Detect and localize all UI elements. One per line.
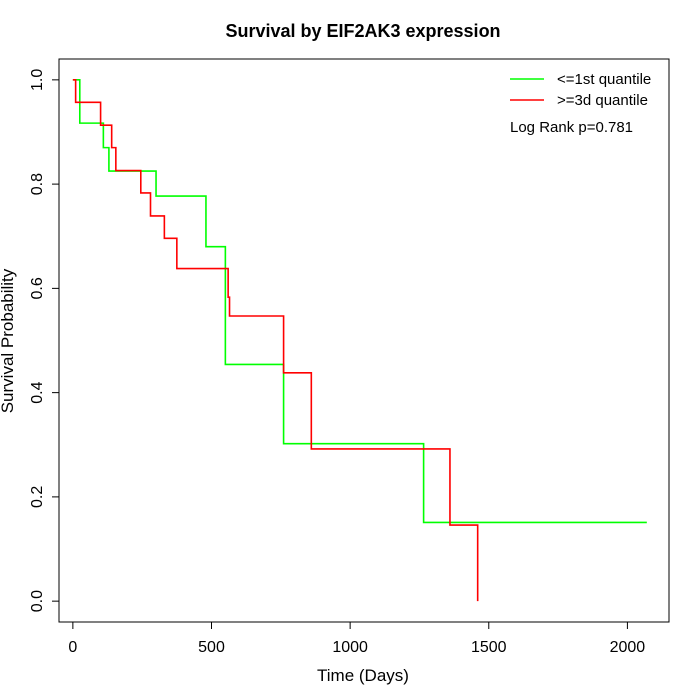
legend: <=1st quantile >=3d quantile: [510, 71, 651, 109]
series-layer: [72, 79, 647, 602]
y-tick-label: 0.2: [29, 486, 46, 508]
chart-title: Survival by EIF2AK3 expression: [225, 21, 500, 41]
y-axis: 0.0 0.2 0.4 0.6 0.8 1.0: [29, 69, 60, 612]
x-tick-label: 1000: [332, 639, 368, 656]
plot-frame: [58, 58, 670, 623]
y-tick-label: 0.6: [29, 277, 46, 299]
x-axis: 0 500 1000 1500 2000: [68, 621, 646, 656]
y-tick-label: 0.4: [29, 381, 46, 403]
series-line-0: [72, 79, 647, 524]
y-tick-label: 0.8: [29, 173, 46, 195]
series-line-1: [72, 79, 479, 602]
y-tick-label: 1.0: [29, 69, 46, 91]
x-tick-label: 0: [68, 639, 77, 656]
legend-label-1: >=3d quantile: [557, 92, 648, 109]
y-tick-label: 0.0: [29, 590, 46, 612]
log-rank-annotation: Log Rank p=0.781: [510, 119, 633, 136]
x-axis-label: Time (Days): [317, 666, 409, 685]
x-tick-label: 2000: [610, 639, 646, 656]
y-axis-label: Survival Probability: [0, 268, 17, 413]
x-tick-label: 1500: [471, 639, 507, 656]
legend-label-0: <=1st quantile: [557, 71, 651, 88]
x-tick-label: 500: [198, 639, 225, 656]
